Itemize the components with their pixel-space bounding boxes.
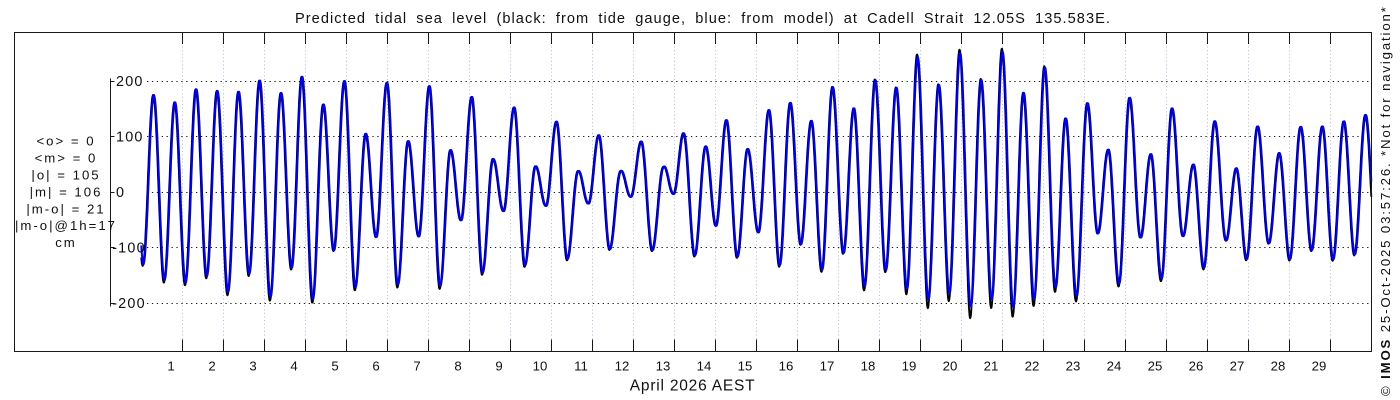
svg-text:1: 1: [167, 359, 174, 374]
svg-text:15: 15: [738, 359, 753, 374]
svg-text:© IMOS 25-Oct-2025 03:57:26.: © IMOS 25-Oct-2025 03:57:26. *Not for na…: [1378, 5, 1393, 396]
svg-text:8: 8: [454, 359, 461, 374]
svg-text:14: 14: [697, 359, 712, 374]
svg-text:|o| = 105: |o| = 105: [31, 168, 100, 183]
svg-text:10: 10: [533, 359, 548, 374]
svg-text:13: 13: [656, 359, 671, 374]
svg-text:23: 23: [1066, 359, 1081, 374]
svg-text:|m-o|@1h=17: |m-o|@1h=17: [15, 218, 117, 233]
svg-text:2: 2: [208, 359, 215, 374]
svg-text:7: 7: [413, 359, 420, 374]
svg-text:12: 12: [615, 359, 630, 374]
svg-text:April 2026 AEST: April 2026 AEST: [630, 378, 756, 395]
svg-text:|m-o| = 21: |m-o| = 21: [26, 201, 105, 216]
svg-text:5: 5: [331, 359, 338, 374]
svg-text:6: 6: [372, 359, 379, 374]
svg-text:cm: cm: [55, 235, 77, 250]
svg-text:3: 3: [249, 359, 256, 374]
svg-text:25: 25: [1148, 359, 1163, 374]
svg-text:11: 11: [574, 359, 588, 374]
svg-text:24: 24: [1107, 359, 1122, 374]
svg-text:17: 17: [820, 359, 835, 374]
svg-text:100: 100: [116, 130, 144, 146]
svg-text:19: 19: [902, 359, 917, 374]
svg-text:28: 28: [1271, 359, 1286, 374]
svg-text:16: 16: [779, 359, 794, 374]
svg-text:26: 26: [1189, 359, 1204, 374]
svg-text:<o> = 0: <o> = 0: [36, 134, 95, 149]
svg-text:27: 27: [1230, 359, 1245, 374]
svg-text:22: 22: [1025, 359, 1040, 374]
svg-text:9: 9: [495, 359, 502, 374]
svg-text:29: 29: [1312, 359, 1327, 374]
svg-text:|m| = 106: |m| = 106: [30, 184, 103, 199]
svg-text:200: 200: [116, 74, 144, 90]
svg-text:4: 4: [290, 359, 297, 374]
svg-text:0: 0: [116, 185, 125, 201]
svg-text:-100: -100: [112, 241, 146, 257]
svg-text:<m> = 0: <m> = 0: [35, 151, 98, 166]
svg-text:-200: -200: [112, 296, 146, 312]
svg-text:Predicted tidal sea level (bla: Predicted tidal sea level (black: from t…: [295, 11, 1111, 27]
svg-text:20: 20: [943, 359, 958, 374]
svg-text:21: 21: [984, 359, 999, 374]
svg-text:18: 18: [861, 359, 876, 374]
